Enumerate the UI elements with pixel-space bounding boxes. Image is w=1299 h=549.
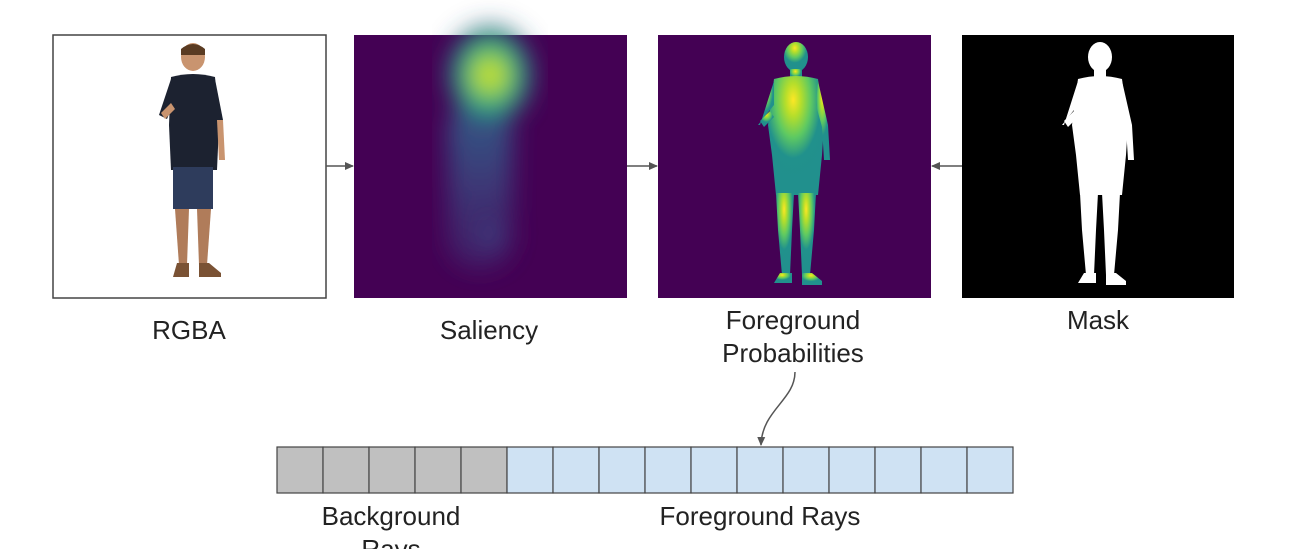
foreground-ray-cell: [828, 446, 876, 494]
background-ray-cell: [276, 446, 324, 494]
background-ray-cell: [460, 446, 508, 494]
background-ray-cell: [322, 446, 370, 494]
foreground-label-line2: Probabilities: [722, 338, 864, 368]
foreground-ray-cell: [552, 446, 600, 494]
foreground-ray-cell: [966, 446, 1014, 494]
background-rays-label-line2: Rays: [361, 534, 420, 549]
mask-panel: [962, 35, 1234, 298]
background-ray-cell: [368, 446, 416, 494]
saliency-panel: [354, 20, 627, 298]
foreground-probabilities-panel: [658, 35, 931, 298]
foreground-ray-cell: [644, 446, 692, 494]
foreground-ray-cell: [598, 446, 646, 494]
foreground-ray-cell: [690, 446, 738, 494]
foreground-label-line1: Foreground: [726, 305, 860, 335]
arrow-probabilities-to-rays: [757, 371, 796, 446]
background-ray-cell: [414, 446, 462, 494]
background-rays-label-line1: Background: [322, 501, 461, 531]
foreground-rays-label: Foreground Rays: [660, 501, 861, 531]
mask-label: Mask: [1067, 305, 1130, 335]
foreground-ray-cell: [782, 446, 830, 494]
ray-strip: [276, 446, 1014, 494]
foreground-ray-cell: [736, 446, 784, 494]
foreground-ray-cell: [920, 446, 968, 494]
foreground-ray-cell: [874, 446, 922, 494]
rgba-label: RGBA: [152, 315, 226, 345]
saliency-label: Saliency: [440, 315, 538, 345]
person-photo: [159, 43, 225, 277]
foreground-ray-cell: [506, 446, 554, 494]
rgba-panel: [52, 34, 327, 299]
